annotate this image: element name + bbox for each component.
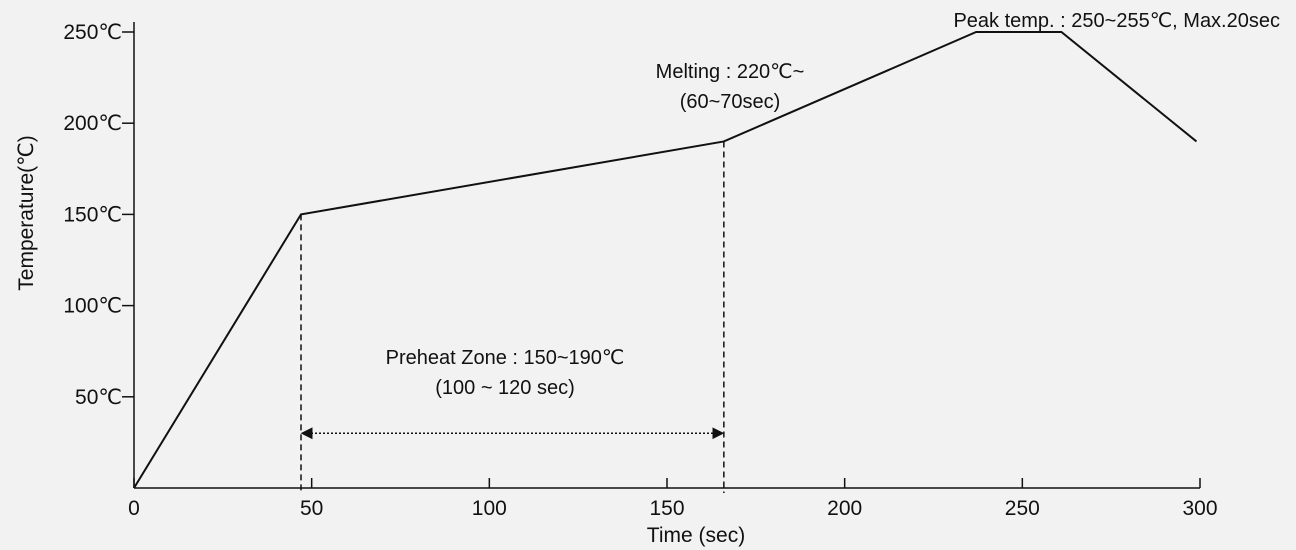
y-axis-ticks: 50℃ 100℃ 150℃ 200℃ 250℃ bbox=[63, 21, 134, 409]
preheat-annotation: Preheat Zone : 150~190℃ (100 ~ 120 sec) bbox=[386, 347, 625, 399]
melting-annotation-line-2: (60~70sec) bbox=[680, 91, 781, 113]
series-group bbox=[133, 31, 1198, 489]
x-tick-label: 100 bbox=[472, 497, 507, 520]
x-axis-label: Time (sec) bbox=[647, 524, 745, 547]
temperature-profile-line bbox=[133, 31, 1198, 489]
x-tick-label: 300 bbox=[1182, 497, 1217, 520]
y-tick-label: 200℃ bbox=[63, 112, 122, 135]
melting-annotation-line-1: Melting : 220℃~ bbox=[656, 61, 805, 83]
y-axis-label: Temperature(℃) bbox=[15, 135, 38, 290]
preheat-annotation-line-1: Preheat Zone : 150~190℃ bbox=[386, 347, 625, 369]
preheat-annotation-line-2: (100 ~ 120 sec) bbox=[435, 377, 575, 399]
y-tick-label: 100℃ bbox=[63, 295, 122, 318]
x-tick-label: 200 bbox=[827, 497, 862, 520]
x-tick-label: 0 bbox=[128, 497, 140, 520]
reference-lines bbox=[300, 141, 725, 493]
y-tick-label: 250℃ bbox=[63, 21, 122, 44]
x-axis-ticks: 0 50 100 150 200 250 300 bbox=[128, 478, 1218, 520]
y-tick-label: 150℃ bbox=[63, 203, 122, 226]
y-tick-label: 50℃ bbox=[75, 386, 122, 409]
x-tick-label: 250 bbox=[1005, 497, 1040, 520]
x-tick-label: 50 bbox=[300, 497, 323, 520]
melting-annotation: Melting : 220℃~ (60~70sec) bbox=[656, 61, 805, 113]
peak-annotation: Peak temp. : 250~255℃, Max.20sec bbox=[953, 10, 1280, 32]
peak-annotation-line-1: Peak temp. : 250~255℃, Max.20sec bbox=[953, 10, 1280, 32]
x-tick-label: 150 bbox=[649, 497, 684, 520]
